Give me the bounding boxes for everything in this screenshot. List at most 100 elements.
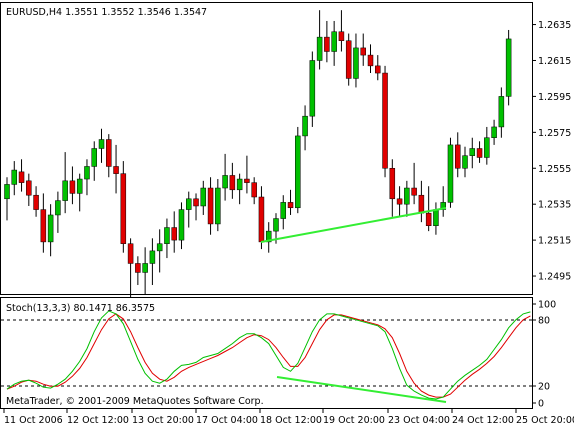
candle [18, 159, 25, 192]
candle-body [447, 144, 454, 203]
candle-body [171, 227, 177, 241]
time-axis: 11 Oct 2006 12 Oct 12:00 13 Oct 20:00 17 Oc… [3, 408, 574, 426]
candle [222, 153, 228, 201]
candle-body [484, 137, 490, 158]
stoch-tick-label: 0 [538, 399, 544, 410]
candle-body [40, 209, 47, 243]
candle-body [142, 263, 148, 273]
candle [338, 10, 345, 52]
candle [193, 193, 199, 221]
candle-body [418, 194, 425, 214]
candle [244, 155, 250, 194]
candle [469, 137, 476, 169]
time-tick-label: 23 Oct 04:00 [388, 415, 450, 426]
candle [324, 20, 330, 63]
candle [127, 238, 134, 305]
stoch-panel[interactable]: Stoch(13,3,3) 80.1471 86.3575 MetaTrader… [0, 297, 557, 410]
candle [484, 126, 490, 165]
candle [55, 191, 61, 233]
candle-body [353, 47, 359, 79]
stoch-main-line [6, 310, 531, 400]
candle-body [164, 227, 170, 244]
candle-body [396, 198, 403, 205]
candle-body [375, 65, 381, 74]
candle-body [476, 148, 483, 158]
candle-body [251, 182, 257, 198]
price-tick-label: 1.2535 [538, 200, 571, 211]
candle [135, 256, 141, 286]
candle-body [18, 171, 25, 183]
candle [353, 33, 359, 88]
candle [367, 44, 374, 74]
candle-body [273, 218, 279, 232]
candle-body [98, 139, 105, 149]
price-axis: 1.2635 1.2615 1.2595 1.2575 1.2555 1.2535 1.25… [532, 20, 571, 283]
candle-body [295, 135, 301, 209]
candle [26, 173, 32, 206]
candle-body [462, 155, 468, 169]
time-tick-label: 25 Oct 20:00 [516, 415, 574, 426]
candle-body [113, 166, 119, 174]
candle-body [280, 202, 287, 219]
stoch-header: Stoch(13,3,3) 80.1471 86.3575 [6, 303, 155, 314]
candle [98, 128, 105, 163]
candle [207, 177, 214, 235]
candle-body [324, 36, 330, 52]
candle-body [215, 187, 221, 225]
candle-body [47, 214, 54, 243]
candle-body [469, 148, 476, 156]
candle-body [91, 148, 97, 167]
price-tick-label: 1.2515 [538, 236, 571, 247]
time-tick-label: 13 Oct 20:00 [132, 415, 194, 426]
candle-body [389, 168, 396, 200]
candle-body [69, 180, 76, 194]
candle [404, 180, 410, 217]
candle-body [193, 198, 199, 207]
candle [40, 193, 47, 253]
candle-body [244, 178, 250, 183]
price-tick-label: 1.2635 [538, 20, 571, 31]
candle-body [178, 209, 185, 241]
candle [476, 141, 483, 163]
time-tick-label: 12 Oct 12:00 [67, 415, 129, 426]
candle [505, 29, 512, 106]
candle [454, 132, 461, 178]
candle [156, 229, 163, 273]
price-panel[interactable]: EURUSD,H4 1.3551 1.3552 1.3546 1.3547 1.… [0, 2, 572, 305]
candle [11, 161, 18, 196]
candle [309, 51, 316, 127]
candle-body [62, 180, 68, 201]
candle [33, 186, 39, 217]
stoch-divergence-line [276, 376, 447, 403]
candle [106, 134, 112, 178]
candle [389, 159, 396, 217]
candle [149, 238, 156, 286]
candle-body [302, 115, 308, 137]
candle-body [84, 166, 90, 180]
candle [69, 166, 76, 205]
candle-body [258, 196, 265, 243]
candle-body [186, 198, 192, 210]
candle [462, 146, 468, 178]
candle-body [404, 187, 410, 205]
candle [302, 105, 308, 151]
candle-body [135, 263, 141, 273]
candle-body [454, 144, 461, 169]
candle [215, 179, 221, 232]
candle [280, 195, 287, 230]
candle [316, 10, 323, 70]
candle-body [331, 31, 337, 52]
candle-body [345, 40, 352, 79]
candle-body [26, 180, 32, 196]
stoch-tick-label: 80 [538, 316, 550, 327]
candle [447, 137, 454, 208]
copyright-text: MetaTrader, © 2001-2009 MetaQuotes Softw… [6, 396, 264, 407]
price-tick-label: 1.2575 [538, 128, 571, 139]
candle-body [207, 187, 214, 225]
candle-body [11, 169, 18, 185]
candle [295, 126, 301, 214]
candle-body [491, 126, 497, 138]
candle-body [505, 38, 512, 97]
candle [287, 189, 294, 215]
